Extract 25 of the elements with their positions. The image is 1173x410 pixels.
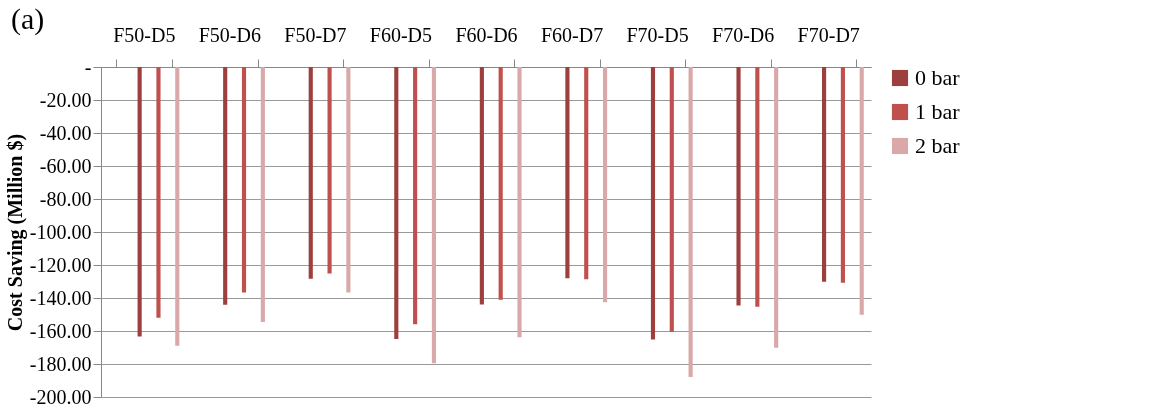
y-tick-label: -60.00 bbox=[39, 154, 92, 177]
x-tick-label: F70-D5 bbox=[626, 23, 689, 46]
x-tick-label: F50-D5 bbox=[113, 23, 176, 46]
y-axis-title: Cost Saving (Million $) bbox=[3, 133, 27, 332]
y-tick-label: -200.00 bbox=[29, 385, 92, 408]
y-tick-label: -160.00 bbox=[29, 319, 92, 342]
legend-label: 1 bar bbox=[915, 99, 961, 124]
y-tick-label: -140.00 bbox=[29, 286, 92, 309]
legend-label: 2 bar bbox=[915, 133, 961, 158]
chart-title: (a) bbox=[11, 2, 45, 36]
y-tick-label: -20.00 bbox=[39, 88, 92, 111]
x-tick-label: F70-D6 bbox=[712, 23, 775, 46]
x-tick-label: F60-D6 bbox=[455, 23, 518, 46]
legend-label: 0 bar bbox=[915, 65, 961, 90]
x-tick-label: F50-D7 bbox=[284, 23, 347, 46]
y-tick-label: - bbox=[84, 55, 92, 78]
x-tick-label: F60-D5 bbox=[369, 23, 433, 46]
y-tick-label: -80.00 bbox=[39, 187, 92, 210]
x-tick-label: F50-D6 bbox=[198, 23, 261, 46]
x-tick-label: F70-D7 bbox=[797, 23, 860, 46]
x-tick-label: F60-D7 bbox=[540, 23, 604, 46]
y-tick-label: -180.00 bbox=[29, 352, 92, 375]
y-tick-label: -100.00 bbox=[29, 220, 92, 243]
y-tick-label: -40.00 bbox=[39, 121, 92, 144]
y-tick-label: -120.00 bbox=[29, 253, 92, 276]
